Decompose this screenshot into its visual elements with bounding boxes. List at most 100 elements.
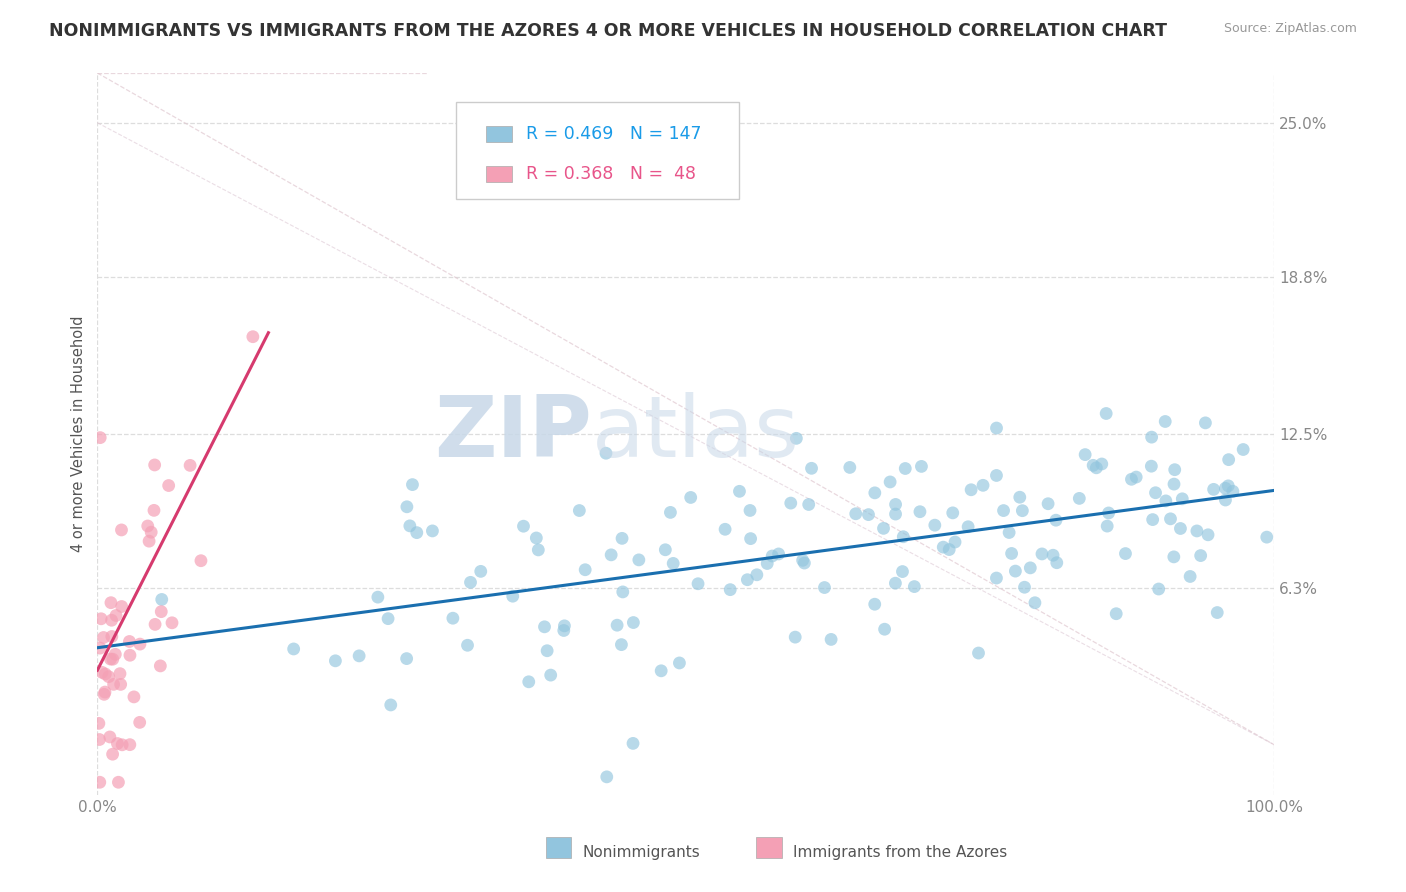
Point <box>136 519 159 533</box>
Point <box>138 534 160 549</box>
Point <box>1163 477 1185 491</box>
Point <box>1095 407 1118 421</box>
Point <box>668 656 690 670</box>
Point <box>884 507 907 521</box>
Point <box>1194 416 1216 430</box>
Point <box>894 461 917 475</box>
Point <box>1164 463 1187 477</box>
Point <box>600 548 623 562</box>
Point <box>399 519 422 533</box>
FancyBboxPatch shape <box>486 166 512 182</box>
Point <box>1256 530 1278 544</box>
Point <box>903 580 925 594</box>
Point <box>536 644 558 658</box>
Point <box>595 446 617 460</box>
Point <box>1215 481 1237 495</box>
Point <box>1215 493 1237 508</box>
Point <box>908 505 931 519</box>
Point <box>540 668 562 682</box>
Text: R = 0.469   N = 147: R = 0.469 N = 147 <box>526 126 702 144</box>
Point <box>986 421 1008 435</box>
Point <box>107 737 129 751</box>
Point <box>800 461 823 475</box>
Point <box>942 506 965 520</box>
Point <box>1095 519 1118 533</box>
Point <box>377 612 399 626</box>
Text: Nonimmigrants: Nonimmigrants <box>582 846 700 860</box>
Point <box>957 520 980 534</box>
Point <box>792 553 814 567</box>
Point <box>325 654 347 668</box>
Point <box>873 622 896 636</box>
Point <box>89 431 111 445</box>
Point <box>1140 430 1163 444</box>
Point <box>401 477 423 491</box>
Point <box>395 651 418 665</box>
Point <box>785 630 807 644</box>
Point <box>1218 452 1240 467</box>
Point <box>884 498 907 512</box>
Point <box>606 618 628 632</box>
Point <box>1178 569 1201 583</box>
Point <box>380 698 402 712</box>
Point <box>111 738 134 752</box>
Point <box>714 522 737 536</box>
Point <box>1011 504 1033 518</box>
Point <box>517 674 540 689</box>
Point <box>845 507 868 521</box>
Point <box>143 617 166 632</box>
Point <box>91 665 114 680</box>
Point <box>157 478 180 492</box>
Text: ZIP: ZIP <box>434 392 592 475</box>
Point <box>1144 485 1167 500</box>
Point <box>910 459 932 474</box>
Point <box>659 505 682 519</box>
Point <box>612 585 634 599</box>
Point <box>756 557 779 571</box>
Point <box>89 732 111 747</box>
Point <box>1008 490 1031 504</box>
Point <box>1105 607 1128 621</box>
Point <box>149 659 172 673</box>
Point <box>1074 448 1097 462</box>
Point <box>686 576 709 591</box>
Point <box>1125 470 1147 484</box>
Point <box>779 496 801 510</box>
Point <box>524 531 547 545</box>
Point <box>938 542 960 557</box>
Text: atlas: atlas <box>592 392 800 475</box>
Text: Source: ZipAtlas.com: Source: ZipAtlas.com <box>1223 22 1357 36</box>
Point <box>1140 459 1163 474</box>
Point <box>103 677 125 691</box>
Point <box>1170 521 1192 535</box>
Point <box>650 664 672 678</box>
Point <box>884 576 907 591</box>
Point <box>793 556 815 570</box>
Point <box>1147 582 1170 596</box>
Point <box>242 329 264 343</box>
Point <box>1206 606 1229 620</box>
Point <box>143 503 166 517</box>
Point <box>768 547 790 561</box>
Point <box>1142 513 1164 527</box>
Point <box>1202 483 1225 497</box>
Point <box>553 619 575 633</box>
Point <box>150 605 173 619</box>
Point <box>1031 547 1053 561</box>
Point <box>1042 548 1064 562</box>
Point <box>1114 547 1136 561</box>
Point <box>610 638 633 652</box>
Point <box>90 612 112 626</box>
Point <box>761 549 783 563</box>
FancyBboxPatch shape <box>457 102 740 199</box>
Point <box>1004 564 1026 578</box>
Point <box>512 519 534 533</box>
Point <box>367 590 389 604</box>
Point <box>122 690 145 704</box>
Point <box>502 589 524 603</box>
Point <box>1185 524 1208 538</box>
Point <box>457 638 479 652</box>
Point <box>129 637 152 651</box>
Point <box>838 460 860 475</box>
Point <box>1045 513 1067 527</box>
